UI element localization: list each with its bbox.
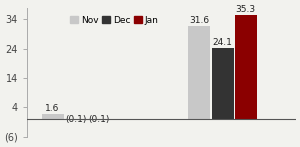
Bar (42, 115, 64, 119)
Bar (188, 26, 210, 119)
Bar (235, 15, 257, 119)
Text: 24.1: 24.1 (213, 38, 232, 47)
Text: 1.6: 1.6 (45, 104, 60, 113)
Text: 35.3: 35.3 (236, 5, 256, 14)
Bar (65, 119, 87, 120)
Text: 31.6: 31.6 (189, 16, 209, 25)
Text: (0.1): (0.1) (65, 115, 86, 124)
Bar (88, 119, 110, 120)
Legend: Nov, Dec, Jan: Nov, Dec, Jan (66, 12, 162, 28)
Bar (212, 48, 233, 119)
Text: (0.1): (0.1) (88, 115, 110, 124)
